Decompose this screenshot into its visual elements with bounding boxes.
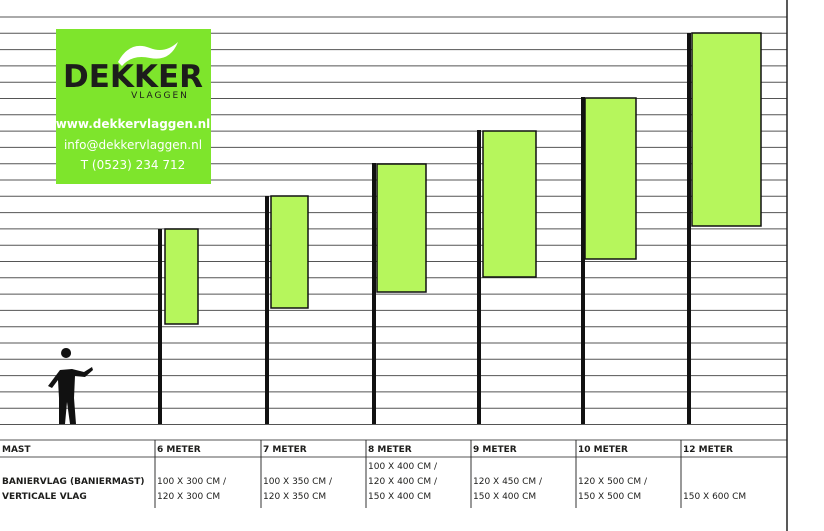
- header-cell: MAST: [2, 445, 31, 455]
- pole: [581, 97, 585, 424]
- header-cell: 8 METER: [368, 445, 412, 455]
- table-cell: 150 X 400 CM: [473, 492, 536, 502]
- table-cell: BANIERVLAG (BANIERMAST): [2, 477, 145, 487]
- size-table: MAST 6 METER 7 METER 8 METER 9 METER 10 METER…: [2, 440, 746, 508]
- table-cell: 100 X 400 CM /: [368, 462, 438, 472]
- table-cell: 120 X 300 CM: [157, 492, 220, 502]
- pole: [477, 130, 481, 424]
- table-cell: 120 X 450 CM /: [473, 477, 543, 487]
- person-silhouette: [48, 348, 93, 424]
- banner-flag: [164, 228, 199, 325]
- logo-sub: VLAGGEN: [131, 91, 189, 101]
- logo-flag-icon: [118, 42, 178, 66]
- table-cell: 120 X 350 CM: [263, 492, 326, 502]
- table-cell: 120 X 400 CM /: [368, 477, 438, 487]
- banner-flag: [376, 163, 427, 293]
- masts: [158, 32, 762, 424]
- table-cell: VERTICALE VLAG: [2, 492, 87, 502]
- table-cell: 120 X 500 CM /: [578, 477, 648, 487]
- header-cell: 7 METER: [263, 445, 307, 455]
- table-cell: 100 X 350 CM /: [263, 477, 333, 487]
- table-cell: 100 X 300 CM /: [157, 477, 227, 487]
- banner-flag: [482, 130, 537, 278]
- banner-flag: [584, 97, 637, 260]
- website: www.dekkervlaggen.nl: [56, 117, 211, 131]
- header-cell: 12 METER: [683, 445, 733, 455]
- logo: DEKKER VLAGGEN www.dekkervlaggen.nl info…: [56, 29, 211, 184]
- email: info@dekkervlaggen.nl: [64, 138, 202, 152]
- pole: [687, 33, 691, 424]
- pole: [265, 196, 269, 424]
- header-cell: 9 METER: [473, 445, 517, 455]
- table-cell: 150 X 400 CM: [368, 492, 431, 502]
- header-cell: 10 METER: [578, 445, 628, 455]
- pole: [372, 163, 376, 424]
- banner-flag: [270, 195, 309, 309]
- header-cell: 6 METER: [157, 445, 201, 455]
- table-cell: 150 X 500 CM: [578, 492, 641, 502]
- banner-flag: [691, 32, 762, 227]
- logo-brand: DEKKER: [63, 59, 203, 95]
- table-cell: 150 X 600 CM: [683, 492, 746, 502]
- pole: [158, 229, 162, 424]
- phone: T (0523) 234 712: [80, 158, 185, 172]
